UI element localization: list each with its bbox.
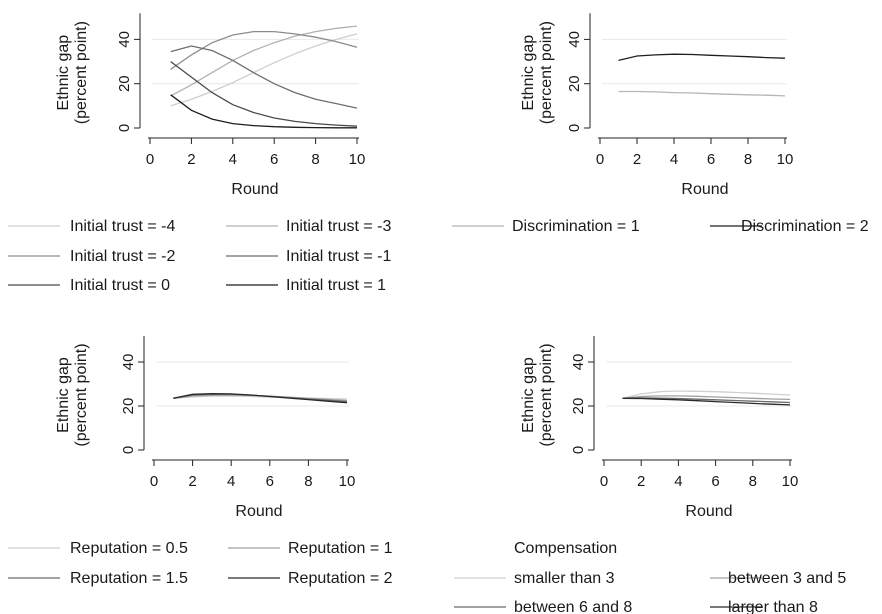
x-tick-label: 2	[637, 473, 645, 490]
y-tick-label: 0	[116, 124, 133, 132]
chart-panel-2: 0 20 40 0 2 4 6 8 10 Round Ethnic gap (percent poin…	[452, 13, 869, 235]
series-line-2	[170, 25, 358, 97]
legend-label: larger than 8	[728, 599, 818, 614]
y-axis-title-line1: Ethnic gap	[520, 35, 537, 111]
series-line-2	[622, 395, 791, 401]
legend-label: Reputation = 1.5	[70, 570, 188, 587]
y-tick-label: 40	[120, 354, 137, 371]
x-tick-label: 0	[596, 151, 604, 168]
series-line-3	[170, 30, 358, 70]
x-tick-label: 2	[187, 151, 195, 168]
y-tick-label: 0	[570, 446, 587, 454]
series-line-1	[170, 33, 358, 107]
legend-label: smaller than 3	[514, 570, 615, 587]
legend-title: Compensation	[514, 540, 617, 557]
x-tick-label: 2	[633, 151, 641, 168]
chart-panel-3: 0 20 40 0 2 4 6 8 10 Round Ethnic gap (percent poin…	[8, 336, 393, 587]
series-line-2	[618, 53, 786, 62]
x-tick-label: 10	[777, 151, 794, 168]
legend-label: Initial trust = 1	[286, 277, 386, 294]
y-tick-label: 0	[566, 124, 583, 132]
y-axis-title-line2: (percent point)	[538, 21, 555, 124]
legend-label: Reputation = 1	[288, 540, 393, 557]
x-tick-label: 10	[339, 473, 356, 490]
legend-label: Initial trust = -3	[286, 218, 391, 235]
x-tick-label: 8	[744, 151, 752, 168]
x-tick-label: 10	[349, 151, 366, 168]
x-tick-label: 0	[150, 473, 158, 490]
x-axis-title: Round	[231, 181, 278, 198]
series-line-5	[170, 61, 358, 127]
legend-label: Discrimination = 1	[512, 218, 640, 235]
x-tick-label: 6	[711, 473, 719, 490]
series-line-3	[622, 397, 791, 404]
legend-label: between 3 and 5	[728, 570, 846, 587]
y-tick-label: 40	[116, 31, 133, 48]
x-tick-label: 6	[707, 151, 715, 168]
x-tick-label: 8	[311, 151, 319, 168]
y-axis-title-line2: (percent point)	[538, 343, 555, 446]
x-tick-label: 2	[188, 473, 196, 490]
y-tick-label: 20	[120, 398, 137, 415]
x-tick-label: 4	[674, 473, 682, 490]
legend-label: Initial trust = -2	[70, 248, 175, 265]
chart-panel-4: 0 20 40 0 2 4 6 8 10 Round Ethnic gap (percent poin…	[454, 336, 846, 614]
legend-label: between 6 and 8	[514, 599, 632, 614]
x-axis-title: Round	[685, 503, 732, 520]
series-line-1	[622, 390, 791, 399]
x-tick-label: 4	[229, 151, 237, 168]
legend-label: Initial trust = -4	[70, 218, 175, 235]
x-tick-label: 0	[600, 473, 608, 490]
legend-label: Initial trust = -1	[286, 248, 391, 265]
y-tick-label: 20	[116, 75, 133, 92]
series-line-4	[622, 397, 791, 406]
y-tick-label: 0	[120, 446, 137, 454]
legend-label: Initial trust = 0	[70, 277, 170, 294]
y-axis-title-line1: Ethnic gap	[520, 357, 537, 433]
series-line-4	[170, 45, 358, 109]
x-tick-label: 10	[782, 473, 799, 490]
series-line-6	[170, 94, 357, 129]
x-tick-label: 0	[146, 151, 154, 168]
legend-label: Discrimination = 2	[741, 218, 869, 235]
x-tick-label: 6	[266, 473, 274, 490]
x-tick-label: 4	[227, 473, 235, 490]
x-axis-title: Round	[681, 181, 728, 198]
series-line-1	[618, 90, 786, 97]
x-tick-label: 6	[270, 151, 278, 168]
y-tick-label: 20	[566, 75, 583, 92]
x-tick-label: 4	[670, 151, 678, 168]
y-axis-title-line2: (percent point)	[73, 21, 90, 124]
x-tick-label: 8	[749, 473, 757, 490]
y-tick-label: 40	[566, 31, 583, 48]
x-axis-title: Round	[235, 503, 282, 520]
y-tick-label: 20	[570, 398, 587, 415]
x-tick-label: 8	[304, 473, 312, 490]
y-axis-title-line1: Ethnic gap	[55, 357, 72, 433]
y-axis-title-line2: (percent point)	[73, 343, 90, 446]
y-tick-label: 40	[570, 354, 587, 371]
y-axis-title-line1: Ethnic gap	[55, 35, 72, 111]
legend-label: Reputation = 2	[288, 570, 393, 587]
chart-panel-1: 0 20 40 0 2 4 6 8 10 Round Ethnic gap (percent poin…	[8, 13, 391, 294]
series-line-4	[173, 393, 348, 404]
legend-label: Reputation = 0.5	[70, 540, 188, 557]
